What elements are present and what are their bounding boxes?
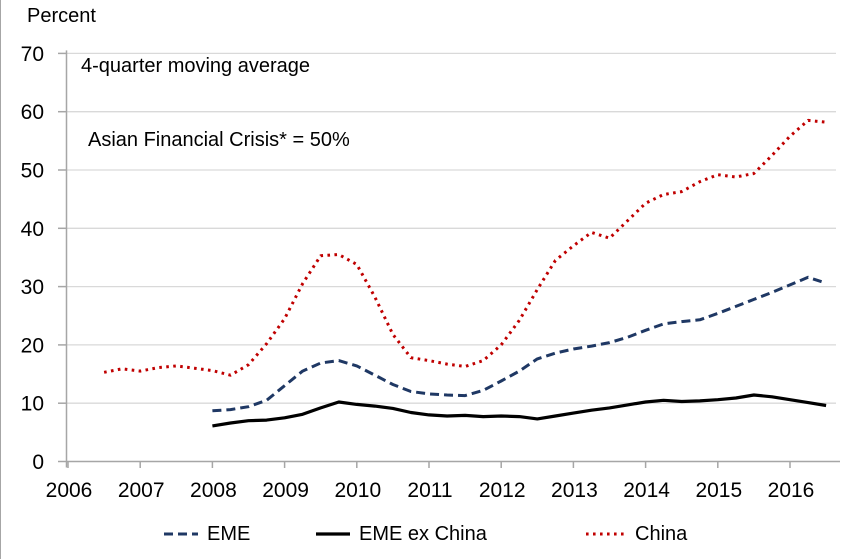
annotation-asian-crisis: Asian Financial Crisis* = 50% [88, 129, 350, 151]
y-tick-label: 0 [32, 451, 44, 474]
plot-area: 0 10 20 30 40 50 60 70 2006 2007 2008 2009 2010 2011 2… [21, 43, 840, 502]
china-dotted-line-icon [586, 532, 626, 536]
y-tick-label: 30 [21, 276, 44, 299]
legend-item-china: China [585, 520, 687, 548]
legend-label-china: China [635, 522, 688, 545]
x-tick-label: 2011 [407, 479, 452, 502]
legend-label-eme-ex-china: EME ex China [359, 522, 487, 545]
x-tick-label: 2016 [768, 479, 815, 502]
x-tick-label: 2007 [118, 479, 165, 502]
y-tick-label: 50 [21, 160, 44, 183]
x-tick-label: 2015 [695, 479, 742, 502]
x-tick-label: 2006 [46, 479, 93, 502]
legend: EME EME ex China China [1, 520, 843, 550]
y-tick-label: 60 [21, 101, 44, 124]
china-series-line [103, 118, 827, 377]
legend-item-eme-ex-china: EME ex China [315, 520, 487, 548]
x-tick-label: 2012 [479, 479, 526, 502]
y-tick-label: 10 [21, 393, 44, 416]
x-tick-label: 2008 [190, 479, 237, 502]
y-tick-label: 40 [21, 218, 44, 241]
x-tick-label: 2014 [623, 479, 670, 502]
y-axis-title: Percent [27, 5, 96, 27]
y-tick-label: 70 [21, 43, 44, 66]
x-tick-label: 2009 [262, 479, 309, 502]
annotation-moving-average: 4-quarter moving average [81, 55, 311, 77]
eme-ex-china-series-line [212, 393, 827, 428]
eme-ex-china-solid-line-icon [316, 532, 350, 536]
x-tick-label: 2013 [551, 479, 598, 502]
y-tick-label: 20 [21, 334, 44, 357]
legend-label-eme: EME [207, 522, 251, 545]
x-tick-label: 2010 [334, 479, 381, 502]
eme-dashed-line-icon [164, 532, 198, 536]
legend-item-eme: EME [163, 520, 250, 548]
eme-series-line [212, 275, 827, 413]
